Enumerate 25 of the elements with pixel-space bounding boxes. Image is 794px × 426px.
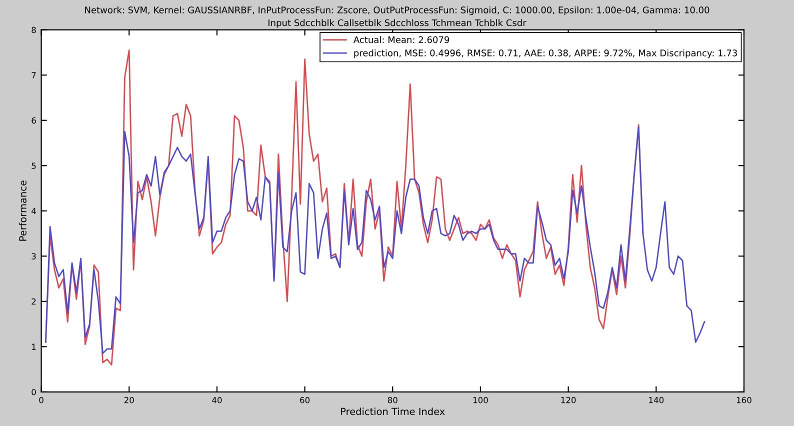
x-tick-label: 160	[736, 396, 752, 404]
y-tick-label: 1	[32, 344, 36, 350]
legend-label: prediction, MSE: 0.4996, RMSE: 0.71, AAE: 0.38, ARPE: 9.72%, Max Discripancy: 1.73	[354, 49, 737, 58]
y-tick-label: 8	[32, 26, 36, 34]
y-tick-label: 4	[32, 208, 36, 214]
x-tick-label: 100	[473, 396, 488, 404]
x-tick-label: 0	[39, 396, 44, 404]
y-tick-label: 2	[32, 298, 36, 305]
y-axis-title: Performance	[18, 180, 26, 241]
y-tick-label: 3	[32, 253, 36, 260]
x-tick-label: 20	[124, 396, 134, 404]
x-tick-label: 140	[649, 396, 664, 404]
chart-subtitle: Input Sdcchblk Callsetblk Sdcchloss Tchmean Tchblk Csdr	[268, 19, 526, 28]
chart-title: Network: SVM, Kernel: GAUSSIANRBF, InPutProcessFun: Zscore, OutPutProcessFun: Sigmoid, C: 1000.00, Epsilon: 1.00e-04, Gamma: 10.00	[85, 6, 710, 16]
x-axis-title: Prediction Time Index	[341, 408, 445, 416]
y-tick-label: 7	[32, 72, 36, 78]
y-tick-label: 6	[32, 117, 36, 124]
x-tick-label: 60	[300, 396, 310, 404]
x-tick-label: 80	[388, 396, 398, 404]
legend-label: Actual: Mean: 2.6079	[353, 36, 450, 44]
x-tick-label: 120	[561, 396, 576, 404]
x-tick-label: 40	[212, 396, 222, 404]
y-tick-label: 0	[32, 388, 36, 396]
y-tick-label: 5	[32, 162, 36, 169]
line-series	[44, 126, 706, 354]
